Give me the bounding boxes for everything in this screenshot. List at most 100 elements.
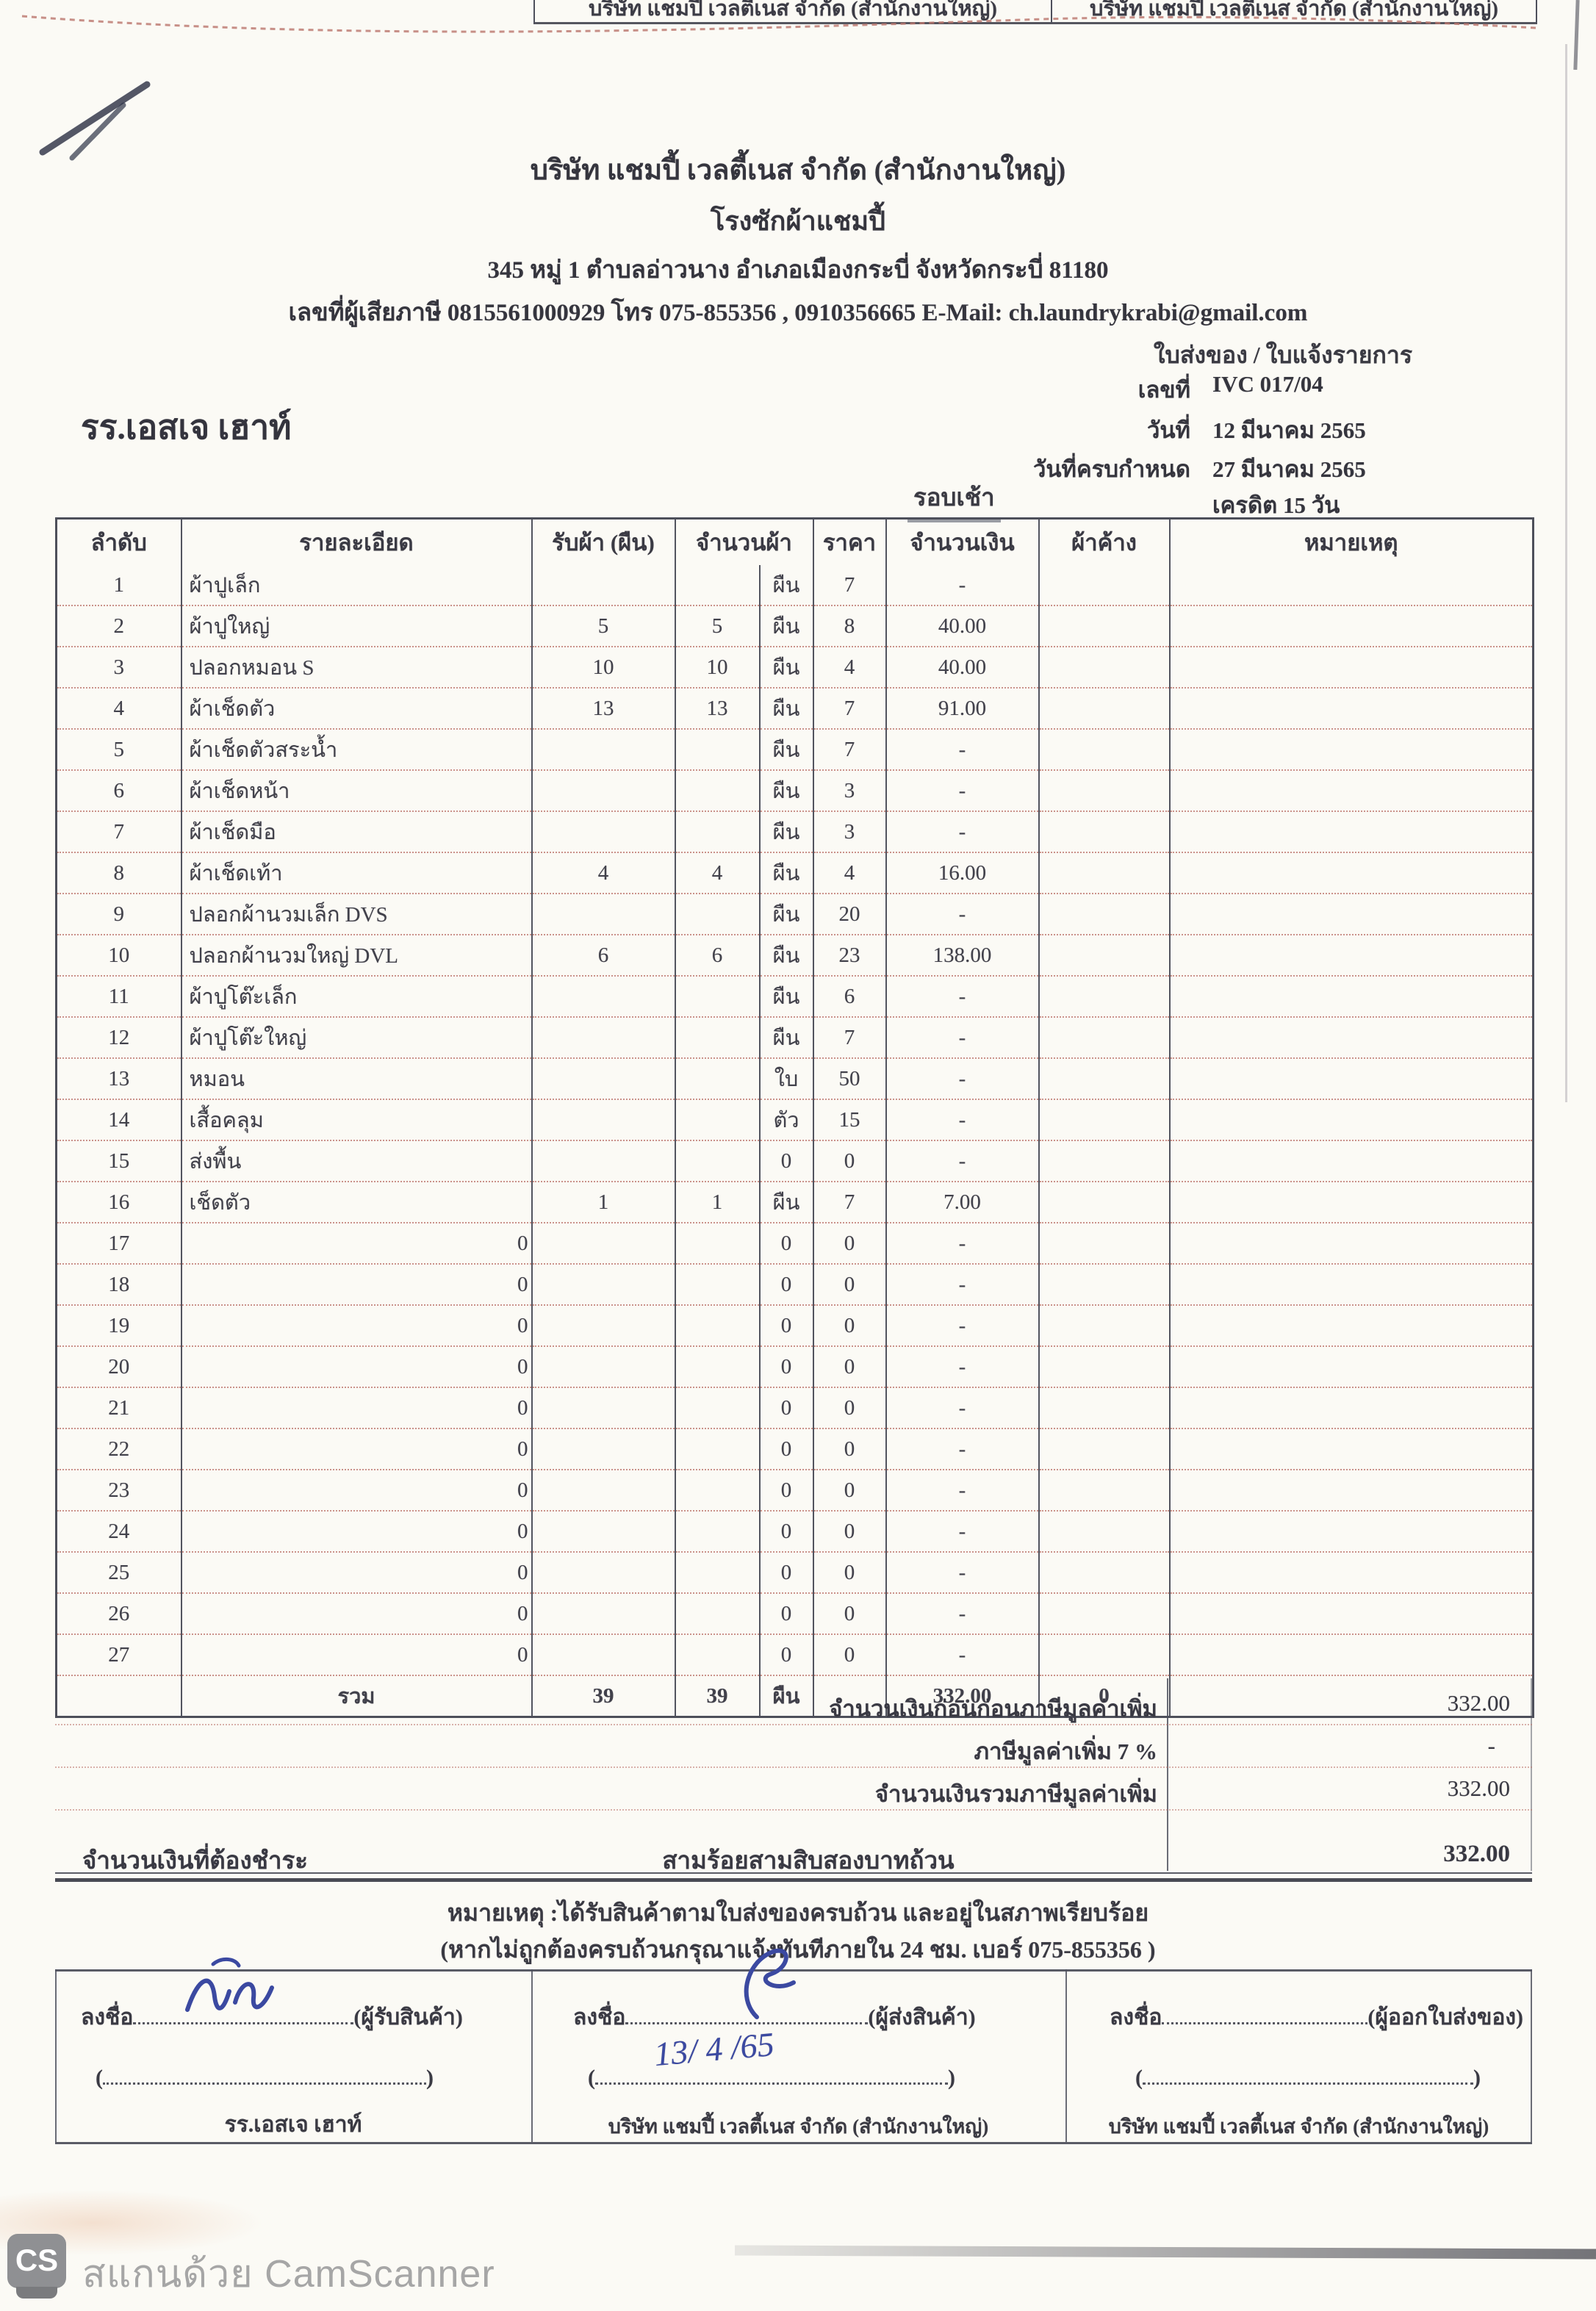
due-date-label: วันที่ครบกำหนด [1032,456,1190,482]
cell-desc: ปลอกผ้านวมใหญ่ DVL [180,935,532,977]
table-row: 13 หมอน ใบ 50- [56,1058,1534,1100]
cell-no: 14 [56,1099,181,1141]
cell-received [531,1223,675,1265]
due-date-value: 27 มีนาคม 2565 [1212,456,1366,482]
table-row: 10 ปลอกผ้านวมใหญ่ DVL 6 6 ผืน 23 138.00 [56,935,1534,977]
top-strip-cell: บริษัท แชมปี้ เวลตี้เนส จำกัด (สำนักงานใ… [533,0,1052,24]
amount-due-rule-thin [55,1872,1532,1874]
cell-amount: - [885,770,1039,812]
cell-price: 0 [812,1470,886,1512]
cell-pending [1038,894,1170,935]
cell-no: 12 [56,1017,181,1059]
cell-amount: - [885,1264,1039,1306]
table-row: 20 0 0 0- [56,1346,1534,1388]
cell-pending [1038,729,1170,771]
camscanner-logo-icon: CS [7,2234,66,2288]
cell-note [1168,894,1534,935]
table-row: 1 ผ้าปูเล็ก ผืน 7- [56,565,1534,606]
table-row: 21 0 0 0- [56,1387,1534,1429]
table-row: 2 ผ้าปูใหญ่ 5 5 ผืน 8 40.00 [56,605,1534,647]
cell-no: 15 [56,1140,181,1182]
col-header-note: หมายเหตุ [1168,518,1534,565]
cell-note [1168,1264,1534,1306]
cell-received [531,1140,675,1182]
cell-received: 10 [531,647,675,689]
grand-total-value: 332.00 [1447,1775,1510,1801]
cell-pending [1038,647,1170,689]
company-name: บริษัท แชมปี้ เวลตี้เนส จำกัด (สำนักงานใ… [530,155,1066,186]
cell-unit: 0 [758,1346,813,1388]
total-qty: 39 [674,1675,760,1717]
cell-amount: - [885,1470,1039,1512]
cell-pending [1038,1346,1170,1388]
table-row: 16 เช็ดตัว 1 1 ผืน 7 7.00 [56,1182,1534,1223]
cell-price: 0 [812,1593,886,1635]
table-row: 19 0 0 0- [56,1305,1534,1347]
cell-received [531,1264,675,1306]
cell-qty [674,1346,760,1388]
cell-pending [1038,1470,1170,1512]
cell-unit: 0 [758,1264,813,1306]
cell-note [1168,1387,1534,1429]
cell-price: 0 [812,1264,886,1306]
table-row: 5 ผ้าเช็ดตัวสระน้ำ ผืน 7- [56,729,1534,771]
receiver-role: (ผู้รับสินค้า) [353,2005,463,2030]
col-header-desc: รายละเอียด [180,518,532,565]
cell-price: 0 [812,1223,886,1265]
cell-pending [1038,1140,1170,1182]
cell-unit: 0 [758,1387,813,1429]
cell-amount: - [885,1428,1039,1470]
cell-desc: 0 [180,1470,532,1512]
cell-qty [674,1428,760,1470]
cell-no: 11 [56,976,181,1018]
document-type: ใบส่งของ / ใบแจ้งรายการ [1153,342,1412,368]
paren: ) [426,2066,434,2090]
cell-unit: ผืน [758,770,813,812]
table-row: 7 ผ้าเช็ดมือ ผืน 3- [56,811,1534,853]
cell-note [1168,852,1534,894]
receiver-sign-row: ลงชื่อ (ผู้รับสินค้า) [81,2000,463,2035]
cell-note [1168,688,1534,730]
cell-desc: 0 [180,1552,532,1594]
table-row: 14 เสื้อคลุม ตัว 15- [56,1099,1534,1141]
summary-rule [55,1724,1532,1725]
cell-qty [674,1223,760,1265]
cell-received [531,1593,675,1635]
cell-pending [1038,811,1170,853]
cell-note [1168,605,1534,647]
cell-price: 0 [812,1428,886,1470]
issuer-name-row: () [1135,2063,1481,2091]
cell-amount: 40.00 [885,605,1039,647]
cell-received [531,811,675,853]
cell-received: 13 [531,688,675,730]
invoice-no-label: เลขที่ [1137,377,1190,403]
cell-note [1168,1182,1534,1223]
total-note [1168,1675,1534,1717]
paren: ( [1135,2066,1143,2090]
cell-amount: 91.00 [885,688,1039,730]
receiver-name-row: () [96,2063,434,2091]
cell-price: 7 [812,1017,886,1059]
amount-due-label: จำนวนเงินที่ต้องชำระ [82,1848,308,1875]
cell-unit: 0 [758,1140,813,1182]
cell-note [1168,647,1534,689]
cell-qty [674,1511,760,1553]
cell-no: 7 [56,811,181,853]
signature-table-divider [531,1969,533,2142]
issuer-role: (ผู้ออกใบส่งของ) [1367,2005,1524,2030]
cell-amount: 16.00 [885,852,1039,894]
cell-no: 5 [56,729,181,771]
signature-table-top-border [55,1969,1532,1972]
cell-received [531,1017,675,1059]
table-header-row: ลำดับ รายละเอียด รับผ้า (ผืน) จำนวนผ้า ร… [57,518,1534,565]
cell-received [531,1058,675,1100]
cell-pending [1038,1593,1170,1635]
cell-qty [674,1140,760,1182]
cell-qty: 4 [674,852,760,894]
cell-desc: 0 [180,1428,532,1470]
cell-price: 8 [812,605,886,647]
signature-table-border [55,1969,57,2142]
col-header-amount: จำนวนเงิน [885,518,1039,565]
cell-amount: 7.00 [885,1182,1039,1223]
cell-price: 0 [812,1511,886,1553]
